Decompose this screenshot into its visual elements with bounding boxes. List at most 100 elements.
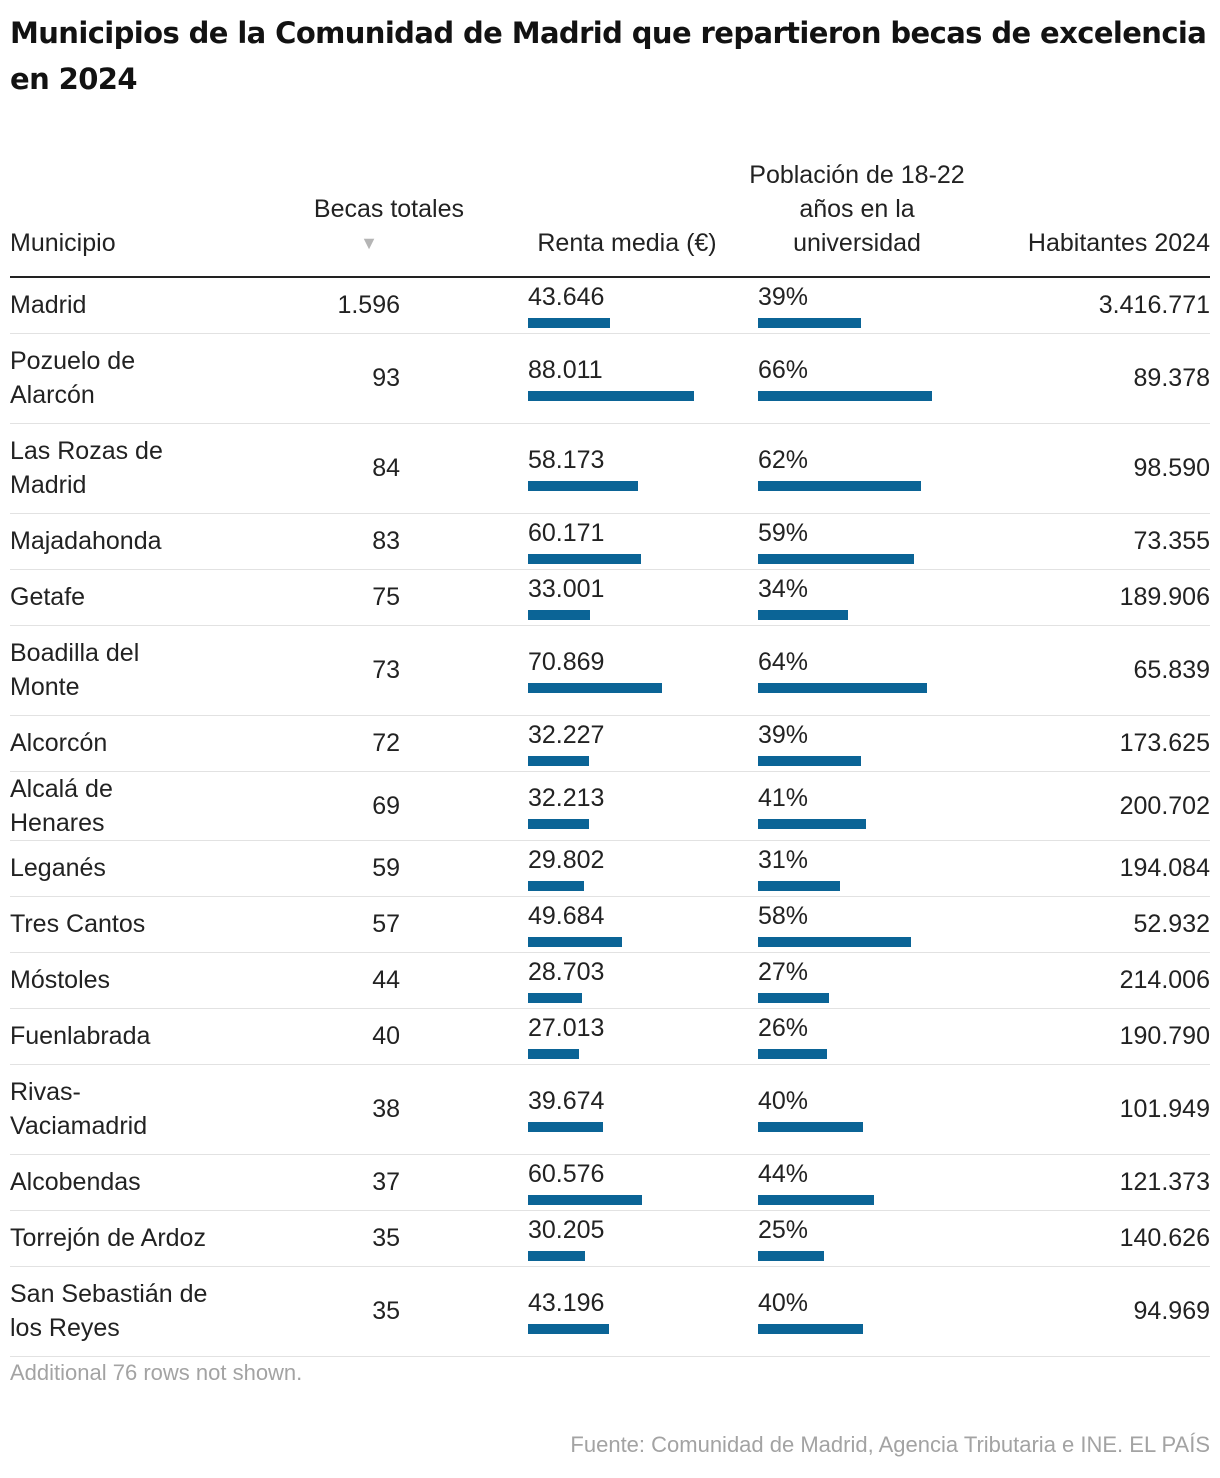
source-credit: Fuente: Comunidad de Madrid, Agencia Tri… [570, 1432, 1210, 1457]
header-habitantes[interactable]: Habitantes 2024 [972, 150, 1210, 278]
poblacion-value-label: 66% [758, 356, 809, 384]
table-row: Leganés 59 29.802 31% 194.084 [10, 840, 1210, 897]
cell-renta: 60.576 [512, 1154, 742, 1211]
cell-renta: 33.001 [512, 569, 742, 626]
cell-habitantes: 65.839 [972, 625, 1210, 716]
cell-becas: 35 [250, 1210, 512, 1267]
cell-municipio: Madrid [10, 277, 250, 334]
poblacion-value-label: 64% [758, 648, 809, 676]
cell-poblacion: 39% [742, 277, 972, 334]
cell-habitantes: 98.590 [972, 423, 1210, 514]
poblacion-value-label: 40% [758, 1087, 809, 1115]
table-row: Las Rozas de Madrid 84 58.173 62% 98.590 [10, 423, 1210, 514]
cell-habitantes: 52.932 [972, 896, 1210, 953]
renta-value-label: 30.205 [528, 1216, 605, 1244]
renta-bar [528, 1195, 642, 1205]
cell-poblacion: 26% [742, 1008, 972, 1065]
cell-becas: 59 [250, 840, 512, 897]
renta-bar [528, 881, 584, 891]
renta-bar [528, 937, 622, 947]
table-row: Fuenlabrada 40 27.013 26% 190.790 [10, 1008, 1210, 1065]
cell-renta: 27.013 [512, 1008, 742, 1065]
header-renta[interactable]: Renta media (€) [512, 150, 742, 278]
header-becas-label: Becas totales [313, 195, 464, 223]
poblacion-bar [758, 481, 921, 491]
cell-poblacion: 44% [742, 1154, 972, 1211]
cell-poblacion: 41% [742, 771, 972, 841]
poblacion-bar [758, 318, 861, 329]
cell-renta: 39.674 [512, 1064, 742, 1155]
cell-becas: 83 [250, 513, 512, 570]
poblacion-bar [758, 554, 914, 564]
cell-becas: 35 [250, 1266, 512, 1357]
cell-poblacion: 39% [742, 715, 972, 772]
cell-poblacion: 58% [742, 896, 972, 953]
renta-value-label: 32.227 [528, 721, 605, 749]
poblacion-value-label: 31% [758, 846, 809, 874]
poblacion-value-label: 62% [758, 446, 809, 474]
poblacion-bar [758, 756, 861, 766]
cell-becas: 84 [250, 423, 512, 514]
poblacion-value-label: 44% [758, 1160, 809, 1188]
cell-renta: 30.205 [512, 1210, 742, 1267]
renta-value-label: 33.001 [528, 575, 605, 603]
cell-municipio: Fuenlabrada [10, 1008, 250, 1065]
sort-down-icon[interactable]: ▼ [360, 233, 378, 253]
renta-value-label: 28.703 [528, 958, 605, 986]
rows-hidden-note: Additional 76 rows not shown. [10, 1360, 303, 1385]
cell-municipio: Getafe [10, 569, 250, 626]
cell-becas: 38 [250, 1064, 512, 1155]
header-poblacion[interactable]: Población de 18-22 años en la universida… [742, 150, 972, 278]
poblacion-value-label: 25% [758, 1216, 809, 1244]
cell-poblacion: 66% [742, 333, 972, 424]
cell-municipio: Rivas-Vaciamadrid [10, 1064, 250, 1155]
cell-habitantes: 189.906 [972, 569, 1210, 626]
cell-renta: 32.227 [512, 715, 742, 772]
renta-bar [528, 993, 582, 1003]
table-row: Majadahonda 83 60.171 59% 73.355 [10, 513, 1210, 570]
cell-municipio: Alcorcón [10, 715, 250, 772]
poblacion-value-label: 27% [758, 958, 809, 986]
cell-municipio: Majadahonda [10, 513, 250, 570]
header-becas[interactable]: Becas totales ▼ [250, 150, 512, 278]
table-row: Madrid 1.596 43.646 39% 3.416.771 [10, 277, 1210, 334]
cell-municipio: Boadilla del Monte [10, 625, 250, 716]
renta-bar [528, 1122, 603, 1132]
cell-municipio: Las Rozas de Madrid [10, 423, 250, 514]
renta-bar [528, 481, 638, 491]
renta-value-label: 60.576 [528, 1160, 605, 1188]
table-row: Boadilla del Monte 73 70.869 64% 65.839 [10, 625, 1210, 716]
renta-value-label: 29.802 [528, 846, 605, 874]
cell-becas: 75 [250, 569, 512, 626]
table-row: Móstoles 44 28.703 27% 214.006 [10, 952, 1210, 1009]
renta-value-label: 58.173 [528, 446, 605, 474]
renta-value-label: 60.171 [528, 519, 605, 547]
renta-bar [528, 683, 662, 693]
cell-habitantes: 101.949 [972, 1064, 1210, 1155]
cell-becas: 73 [250, 625, 512, 716]
poblacion-bar [758, 610, 848, 620]
renta-value-label: 88.011 [528, 356, 603, 384]
cell-poblacion: 31% [742, 840, 972, 897]
cell-becas: 69 [250, 771, 512, 841]
cell-poblacion: 40% [742, 1266, 972, 1357]
cell-poblacion: 40% [742, 1064, 972, 1155]
cell-municipio: Alcalá de Henares [10, 771, 250, 841]
poblacion-bar [758, 1049, 827, 1059]
renta-bar [528, 318, 610, 329]
poblacion-bar [758, 818, 866, 829]
table-body: Madrid 1.596 43.646 39% 3.416.771 Pozuelo de … [10, 277, 1210, 1357]
table-row: Torrejón de Ardoz 35 30.205 25% 140.626 [10, 1210, 1210, 1267]
table-row: Pozuelo de Alarcón 93 88.011 66% 89.378 [10, 333, 1210, 424]
renta-bar [528, 391, 694, 401]
poblacion-bar [758, 1324, 863, 1334]
cell-becas: 1.596 [250, 277, 512, 334]
cell-renta: 60.171 [512, 513, 742, 570]
header-municipio[interactable]: Municipio [10, 150, 250, 278]
cell-renta: 29.802 [512, 840, 742, 897]
poblacion-value-label: 40% [758, 1289, 809, 1317]
cell-poblacion: 34% [742, 569, 972, 626]
cell-poblacion: 25% [742, 1210, 972, 1267]
cell-becas: 57 [250, 896, 512, 953]
table-row: Alcorcón 72 32.227 39% 173.625 [10, 715, 1210, 772]
